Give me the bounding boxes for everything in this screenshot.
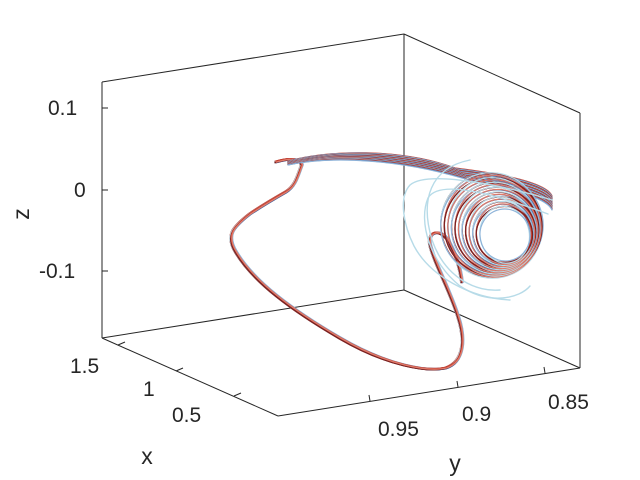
- tick-marks: [102, 107, 546, 402]
- trajectory-transient-strand: [426, 159, 501, 291]
- trajectory-transient-strand: [423, 188, 549, 299]
- trajectory-backbone-strand: [231, 158, 465, 370]
- x-tick-label: 0.5: [172, 404, 201, 427]
- axis-labels: z x y: [8, 208, 461, 476]
- axes-box: [101, 33, 581, 417]
- trajectory-transient-strand: [402, 178, 553, 301]
- y-tick-mark: [543, 366, 546, 374]
- x-tick-mark: [233, 392, 242, 397]
- trajectory-spiral-loop: [468, 198, 536, 268]
- tick-labels: 0.1 0 -0.1 1.5 1 0.5 0.95 0.9 0.85: [39, 97, 589, 441]
- x-tick-mark: [117, 341, 126, 346]
- x-tick-label: 1: [143, 378, 155, 401]
- y-tick-mark: [456, 380, 459, 388]
- y-axis-line: [277, 367, 581, 417]
- trajectory-backbone-strand: [231, 158, 465, 370]
- y-tick-mark: [368, 394, 371, 402]
- z-tick-label: 0: [74, 179, 86, 202]
- y-axis-label: y: [449, 450, 461, 476]
- box-edge-bottom-right: [403, 289, 581, 369]
- trajectory-backbone-strand: [229, 159, 462, 371]
- x-tick-label: 1.5: [70, 355, 99, 378]
- trajectory-spiral-loop: [479, 208, 531, 262]
- trajectory-lines: [229, 152, 553, 371]
- box-edge-right-top: [403, 33, 581, 114]
- trajectory-sheet-strand: [287, 159, 553, 211]
- y-tick-label: 0.95: [378, 418, 419, 441]
- trajectory-spiral-loop: [457, 188, 539, 272]
- y-tick-label: 0.9: [462, 403, 491, 426]
- x-tick-mark: [175, 367, 184, 372]
- z-axis-label: z: [8, 208, 34, 220]
- x-axis-label: x: [141, 443, 153, 469]
- box-edge-bottom-back: [101, 289, 405, 339]
- x-axis-line: [101, 337, 279, 417]
- z-tick-label: 0.1: [48, 97, 77, 120]
- trajectory-backbone-strand: [231, 158, 464, 370]
- trajectory-spiral-loop: [447, 179, 542, 276]
- trajectory-backbone-strand: [230, 158, 464, 370]
- box-edge-back-top: [101, 33, 405, 83]
- trajectory-backbone-strand: [231, 158, 464, 370]
- z-tick-label: -0.1: [39, 260, 75, 283]
- y-tick-label: 0.85: [548, 391, 589, 414]
